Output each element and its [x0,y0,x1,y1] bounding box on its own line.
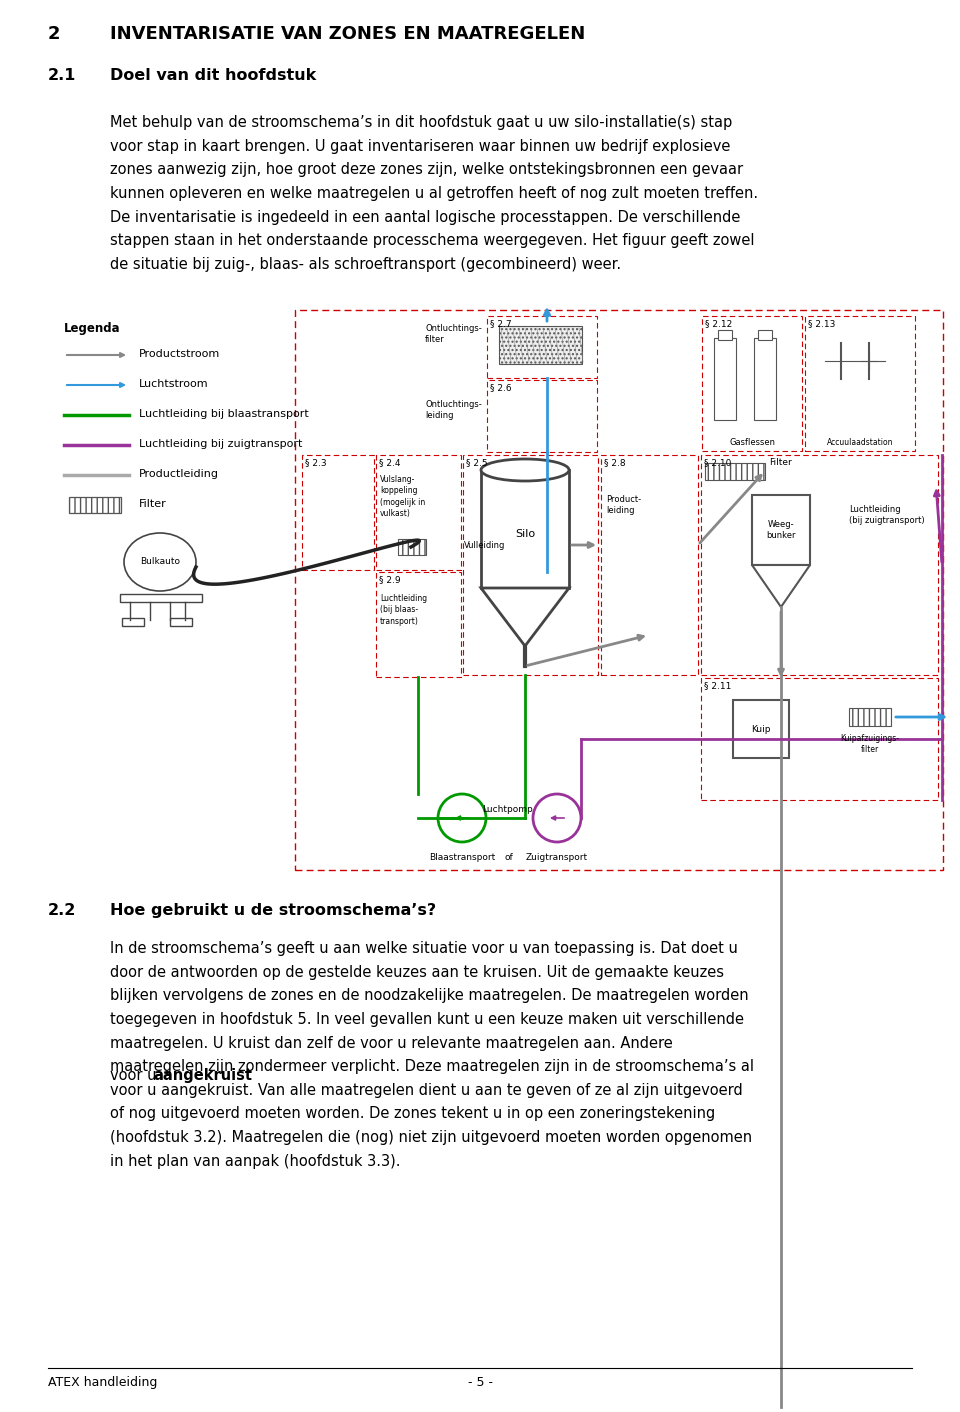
Text: Silo: Silo [515,530,535,539]
Bar [754,337,776,419]
Bar [758,330,772,340]
Bar [120,594,202,602]
Text: Filter: Filter [769,457,792,467]
Text: INVENTARISATIE VAN ZONES EN MAATREGELEN: INVENTARISATIE VAN ZONES EN MAATREGELEN [110,25,586,42]
Text: ATEX handleiding: ATEX handleiding [48,1377,157,1389]
Text: Doel van dit hoofdstuk: Doel van dit hoofdstuk [110,68,316,83]
Text: 2.2: 2.2 [48,904,77,918]
Bar [701,455,938,675]
Text: Blaastransport: Blaastransport [429,853,495,861]
Bar [376,572,461,676]
Bar [702,316,802,450]
Text: Productleiding: Productleiding [139,469,219,479]
Text: Weeg-
bunker: Weeg- bunker [766,520,796,539]
Bar [701,678,938,801]
Bar [69,497,121,513]
Ellipse shape [533,794,581,842]
Ellipse shape [438,794,486,842]
Bar [752,496,810,565]
Text: voor u: voor u [110,1069,161,1083]
Text: Kuipafzuigings-
filter: Kuipafzuigings- filter [841,734,900,754]
Bar [849,707,891,726]
Text: Luchtstroom: Luchtstroom [139,378,208,388]
Text: Met behulp van de stroomschema’s in dit hoofdstuk gaat u uw silo-installatie(s) : Met behulp van de stroomschema’s in dit … [110,114,758,273]
Bar [376,455,461,570]
Polygon shape [481,587,569,647]
Bar [718,330,732,340]
Text: Luchtpomp: Luchtpomp [482,805,533,815]
Text: § 2.5: § 2.5 [466,457,488,467]
Text: § 2.10: § 2.10 [704,457,732,467]
Text: § 2.7: § 2.7 [490,319,512,328]
Text: Productstroom: Productstroom [139,349,220,359]
Text: Legenda: Legenda [64,322,121,335]
Bar [398,539,426,555]
Text: Vulleiding: Vulleiding [464,541,505,551]
Bar [705,463,765,480]
Text: § 2.8: § 2.8 [604,457,626,467]
Text: Kuip: Kuip [752,724,771,733]
Text: Zuigtransport: Zuigtransport [526,853,588,861]
Bar [487,316,597,378]
Text: § 2.12: § 2.12 [705,319,732,328]
Text: In de stroomschema’s geeft u aan welke situatie voor u van toepassing is. Dat do: In de stroomschema’s geeft u aan welke s… [110,940,754,1169]
Bar [122,618,144,626]
Text: Filter: Filter [139,498,167,508]
Bar [714,337,736,419]
Bar [463,455,598,675]
Ellipse shape [481,459,569,481]
Text: § 2.13: § 2.13 [808,319,835,328]
Text: § 2.6: § 2.6 [490,383,512,393]
Text: Gasflessen: Gasflessen [729,438,775,448]
Text: § 2.11: § 2.11 [704,681,732,690]
Bar [481,470,569,587]
Text: Ontluchtings-
leiding: Ontluchtings- leiding [425,400,482,421]
Polygon shape [752,565,810,607]
Text: § 2.4: § 2.4 [379,457,400,467]
Text: Luchtleiding bij zuigtransport: Luchtleiding bij zuigtransport [139,439,302,449]
Text: Luchtleiding
(bij zuigtransport): Luchtleiding (bij zuigtransport) [849,505,924,525]
Bar [733,700,789,758]
Text: Accuulaadstation: Accuulaadstation [827,438,893,448]
Bar [499,326,582,364]
Text: Product-
leiding: Product- leiding [606,496,641,515]
Ellipse shape [124,532,196,592]
Text: Luchtleiding
(bij blaas-
transport): Luchtleiding (bij blaas- transport) [380,594,427,626]
Bar [295,311,943,870]
Text: Bulkauto: Bulkauto [140,558,180,566]
Text: aangekruist: aangekruist [154,1069,252,1083]
Text: 2.1: 2.1 [48,68,77,83]
Text: - 5 -: - 5 - [468,1377,492,1389]
Bar [601,455,698,675]
Text: § 2.3: § 2.3 [305,457,326,467]
Text: Ontluchtings-
filter: Ontluchtings- filter [425,323,482,345]
Bar [170,618,192,626]
Text: Vulslang-
koppeling
(mogelijk in
vulkast): Vulslang- koppeling (mogelijk in vulkast… [380,474,425,518]
Text: 2: 2 [48,25,60,42]
Text: Hoe gebruikt u de stroomschema’s?: Hoe gebruikt u de stroomschema’s? [110,904,436,918]
Text: Luchtleiding bij blaastransport: Luchtleiding bij blaastransport [139,409,309,419]
Bar [805,316,915,450]
Bar [302,455,374,570]
Text: § 2.9: § 2.9 [379,575,400,585]
Bar [487,380,597,452]
Text: of: of [505,853,514,861]
